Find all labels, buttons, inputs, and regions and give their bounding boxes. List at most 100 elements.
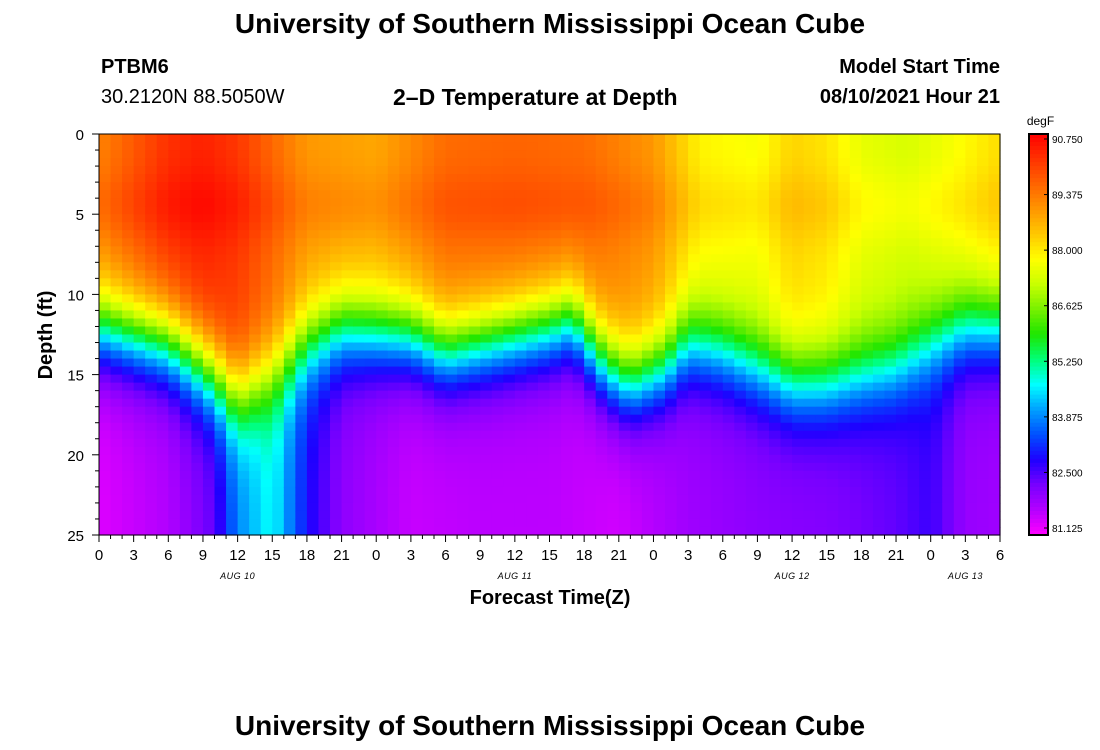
heatmap-cell [410,270,424,279]
heatmap-cell [422,470,435,480]
heatmap-cell [341,398,354,408]
heatmap-cell [364,414,377,424]
heatmap-cell [561,502,574,512]
heatmap-cell [872,438,886,448]
heatmap-cell [376,230,389,239]
heatmap-cell [445,518,458,528]
heatmap-cell [815,510,828,520]
heatmap-cell [457,342,470,352]
heatmap-cell [572,270,585,279]
heatmap-cell [884,502,897,512]
heatmap-cell [595,158,608,167]
heatmap-cell [526,366,539,376]
heatmap-cell [260,350,273,360]
heatmap-cell [410,310,424,320]
heatmap-cell [884,382,897,392]
heatmap-cell [976,358,990,368]
heatmap-cell [387,174,400,183]
heatmap-cell [861,446,874,456]
heatmap-cell [226,222,239,231]
heatmap-cell [156,494,169,504]
x-tick-label: 21 [610,547,627,564]
heatmap-cell [896,526,909,536]
heatmap-cell [491,214,504,223]
heatmap-cell [838,342,851,352]
heatmap-cell [711,254,724,263]
heatmap-cell [688,246,701,255]
heatmap-cell [457,366,470,376]
heatmap-cell [249,302,262,312]
heatmap-cell [122,518,135,528]
heatmap-cell [757,350,770,360]
heatmap-cell [202,158,216,167]
heatmap-cell [722,310,735,320]
heatmap-cell [976,142,990,151]
heatmap-cell [988,294,1001,304]
heatmap-cell [214,230,227,239]
colorbar-segment [1029,486,1048,492]
heatmap-cell [896,366,909,376]
heatmap-cell [503,518,516,528]
heatmap-cell [572,182,585,191]
colorbar-segment [1029,214,1048,219]
heatmap-cell [295,278,308,287]
heatmap-cell [491,254,504,263]
heatmap-cell [341,462,354,472]
x-tick-label: 6 [441,547,449,564]
heatmap-cell [595,310,608,320]
heatmap-cell [272,382,285,392]
heatmap-cell [422,198,435,207]
heatmap-cell [549,518,562,528]
heatmap-cell [896,190,909,199]
heatmap-cell [376,198,389,207]
heatmap-cell [295,158,308,167]
heatmap-cell [745,526,759,536]
heatmap-cell [930,238,943,247]
heatmap-cell [757,302,770,312]
heatmap-cell [226,502,239,512]
heatmap-cell [699,374,712,384]
heatmap-cell [665,446,678,456]
heatmap-cell [930,486,943,496]
heatmap-cell [410,238,424,247]
heatmap-cell [849,206,862,215]
colorbar-segment [1029,198,1048,203]
heatmap-cell [480,294,493,304]
heatmap-cell [953,414,966,424]
heatmap-cell [191,350,204,360]
page-title: University of Southern Mississippi Ocean… [234,8,866,39]
heatmap-cell [572,222,585,231]
heatmap-cell [919,438,932,448]
heatmap-cell [376,470,389,480]
heatmap-cell [607,358,620,368]
heatmap-cell [965,398,978,408]
heatmap-cell [919,486,932,496]
heatmap-cell [226,390,239,400]
heatmap-cell [584,286,597,295]
heatmap-cell [930,134,943,143]
heatmap-cell [306,318,320,328]
heatmap-cell [618,494,631,504]
heatmap-cell [537,478,551,488]
heatmap-cell [653,334,666,344]
heatmap-cell [433,206,447,215]
heatmap-cell [237,510,250,520]
heatmap-cell [133,174,146,183]
heatmap-cell [838,262,851,271]
colorbar-frame [1028,133,1049,536]
heatmap-cell [514,446,527,456]
heatmap-cell [665,318,678,328]
heatmap-cell [572,302,585,312]
heatmap-cell [387,278,400,287]
heatmap-cell [884,254,897,263]
heatmap-cell [861,462,874,472]
heatmap-cell [353,494,366,504]
colorbar-segment [1029,338,1048,344]
heatmap-cell [480,422,493,432]
heatmap-cell [226,374,239,384]
heatmap-cell [226,406,239,416]
heatmap-cell [722,366,735,376]
heatmap-cell [295,206,308,215]
heatmap-cell [757,438,770,448]
heatmap-cell [99,222,112,231]
